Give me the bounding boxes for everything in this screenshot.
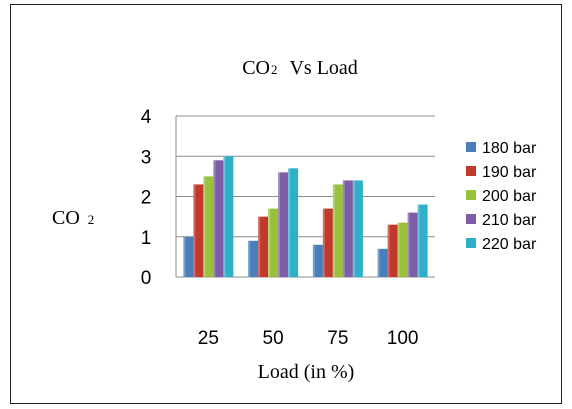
- legend-item: 200 bar: [466, 188, 537, 205]
- legend-item: 220 bar: [466, 236, 537, 253]
- x-tick-label: 25: [198, 328, 219, 349]
- bar: [377, 248, 388, 277]
- ylabel-main: CO: [52, 207, 80, 229]
- bar: [268, 208, 279, 277]
- y-tick-label: 1: [141, 228, 152, 249]
- bar: [312, 244, 323, 277]
- bar-fill: [213, 160, 224, 277]
- bar-highlight: [342, 180, 345, 277]
- bar-highlight: [312, 244, 315, 277]
- legend-label: 200 bar: [482, 188, 537, 205]
- legend-swatch: [466, 142, 476, 152]
- x-axis-label: Load (in %): [258, 361, 355, 383]
- bar-fill: [278, 172, 289, 277]
- y-tick-label: 4: [141, 107, 152, 128]
- bar: [193, 184, 204, 277]
- bar: [342, 180, 353, 277]
- bar-fill: [417, 204, 428, 277]
- bar: [278, 172, 289, 277]
- bar: [407, 212, 418, 277]
- x-tick-label: 100: [387, 328, 419, 349]
- title-subscript: 2: [271, 62, 278, 77]
- bar-highlight: [258, 216, 261, 277]
- bar-highlight: [278, 172, 281, 277]
- bar-fill: [258, 216, 269, 277]
- bar-highlight: [288, 168, 291, 277]
- legend: 180 bar 190 bar 200 bar 210 bar 220 bar: [466, 140, 537, 253]
- bar: [288, 168, 299, 277]
- x-tick-label: 75: [327, 328, 348, 349]
- legend-label: 210 bar: [482, 212, 537, 229]
- bar-highlight: [332, 184, 335, 277]
- bar-highlight: [397, 222, 400, 277]
- bars: [183, 156, 428, 277]
- legend-swatch: [466, 190, 476, 200]
- bar-fill: [193, 184, 204, 277]
- bar-highlight: [183, 236, 186, 277]
- y-tick-label: 0: [141, 268, 152, 289]
- x-tick-label: 50: [263, 328, 284, 349]
- bar-highlight: [377, 248, 380, 277]
- bar: [203, 176, 214, 277]
- bar-fill: [268, 208, 279, 277]
- bar: [352, 180, 363, 277]
- legend-swatch: [466, 166, 476, 176]
- bar-highlight: [322, 208, 325, 277]
- y-tick-label: 3: [141, 147, 152, 168]
- legend-label: 220 bar: [482, 236, 537, 253]
- bar-fill: [248, 240, 259, 277]
- bar-highlight: [203, 176, 206, 277]
- bar-highlight: [417, 204, 420, 277]
- bar: [387, 224, 398, 277]
- legend-swatch: [466, 238, 476, 248]
- bar-highlight: [387, 224, 390, 277]
- bar: [322, 208, 333, 277]
- bar: [248, 240, 259, 277]
- bar: [258, 216, 269, 277]
- bar-highlight: [223, 156, 226, 277]
- chart-title: CO2 Vs Load: [242, 57, 358, 79]
- bar-fill: [203, 176, 214, 277]
- x-tick-labels: 25 50 75 100: [198, 328, 419, 349]
- bar-fill: [223, 156, 234, 277]
- bar-fill: [322, 208, 333, 277]
- bar-fill: [332, 184, 343, 277]
- bar-highlight: [407, 212, 410, 277]
- bar: [223, 156, 234, 277]
- bar-highlight: [193, 184, 196, 277]
- y-tick-labels: 0 1 2 3 4: [141, 107, 152, 289]
- legend-swatch: [466, 214, 476, 224]
- title-main: CO: [242, 57, 270, 79]
- ylabel-subscript: 2: [88, 212, 95, 227]
- title-rest: Vs Load: [289, 57, 357, 79]
- bar-fill: [312, 244, 323, 277]
- bar-highlight: [248, 240, 251, 277]
- legend-item: 180 bar: [466, 140, 537, 157]
- legend-item: 210 bar: [466, 212, 537, 229]
- bar-fill: [387, 224, 398, 277]
- bar-highlight: [268, 208, 271, 277]
- bar: [417, 204, 428, 277]
- bar-highlight: [352, 180, 355, 277]
- bar-fill: [397, 222, 408, 277]
- bar-highlight: [213, 160, 216, 277]
- legend-label: 190 bar: [482, 164, 537, 181]
- bar: [183, 236, 194, 277]
- y-tick-label: 2: [141, 188, 152, 209]
- bar-fill: [352, 180, 363, 277]
- bar: [213, 160, 224, 277]
- bar-fill: [377, 248, 388, 277]
- legend-label: 180 bar: [482, 140, 537, 157]
- bar-fill: [342, 180, 353, 277]
- bar-fill: [407, 212, 418, 277]
- y-axis-label: CO 2: [52, 207, 94, 229]
- bar-fill: [183, 236, 194, 277]
- bar-fill: [288, 168, 299, 277]
- bar: [397, 222, 408, 277]
- legend-item: 190 bar: [466, 164, 537, 181]
- bar: [332, 184, 343, 277]
